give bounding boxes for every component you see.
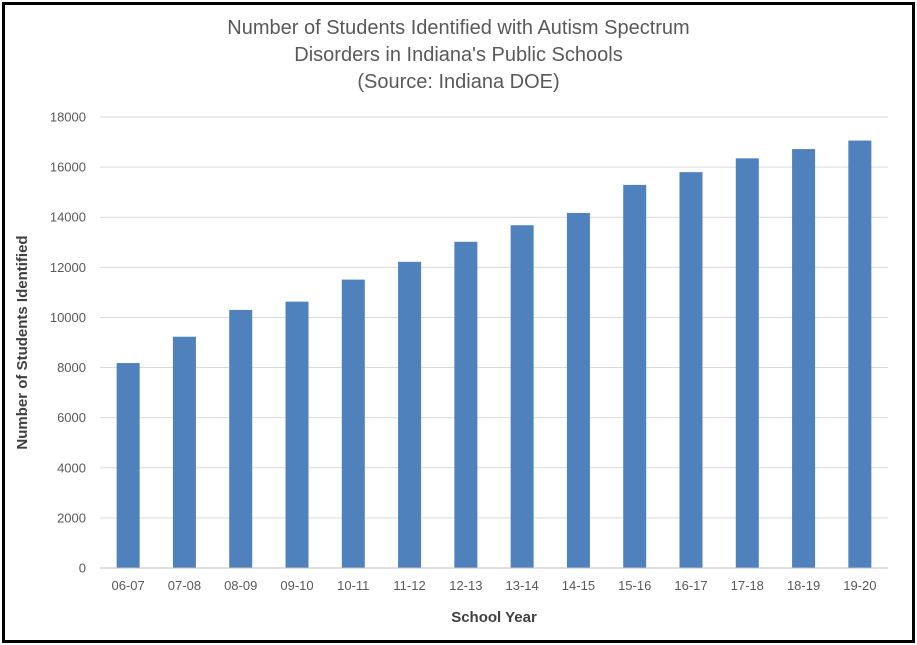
bar	[229, 309, 253, 568]
gridlines	[100, 116, 888, 519]
bar	[172, 336, 196, 568]
x-tick-label: 15-16	[618, 578, 651, 593]
bar	[398, 261, 422, 568]
x-tick-label: 16-17	[674, 578, 707, 593]
y-tick-label: 2000	[57, 510, 86, 525]
bar	[735, 158, 759, 568]
y-tick-label: 0	[79, 561, 86, 576]
x-tick-labels: 06-07 07-08 08-09 09-10 10-11 11-12 12-13 13-14…	[112, 578, 877, 593]
bar	[566, 212, 590, 569]
y-tick-label: 18000	[50, 110, 86, 125]
x-axis-title: School Year	[451, 609, 537, 626]
x-tick-label: 09-10	[280, 578, 313, 593]
x-tick-label: 08-09	[224, 578, 257, 593]
x-tick-label: 06-07	[112, 578, 145, 593]
bar	[792, 149, 816, 568]
chart-title-line-1: Number of Students Identified with Autis…	[227, 17, 690, 39]
y-tick-label: 8000	[57, 360, 86, 375]
y-tick-label: 14000	[50, 210, 86, 225]
bar	[454, 241, 478, 568]
x-tick-label: 14-15	[562, 578, 595, 593]
x-tick-label: 07-08	[168, 578, 201, 593]
y-tick-label: 12000	[50, 260, 86, 275]
x-tick-label: 10-11	[337, 578, 369, 593]
x-tick-label: 17-18	[731, 578, 764, 593]
bar	[848, 140, 872, 568]
x-tick-label: 18-19	[787, 578, 820, 593]
bar	[623, 184, 647, 568]
x-tick-label: 11-12	[393, 578, 425, 593]
x-tick-label: 12-13	[449, 578, 482, 593]
y-tick-labels: 0 2000 4000 6000 8000 10000 12000 14000 16000 180…	[50, 110, 86, 576]
bar	[116, 363, 140, 568]
y-axis-title: Number of Students Identified	[14, 235, 31, 449]
bars	[116, 140, 872, 569]
bar	[341, 279, 365, 568]
y-tick-label: 6000	[57, 410, 86, 425]
y-tick-label: 10000	[50, 310, 86, 325]
chart-title-line-3: (Source: Indiana DOE)	[357, 71, 560, 93]
bar	[285, 301, 309, 568]
x-tick-label: 13-14	[506, 578, 539, 593]
bar	[510, 225, 534, 569]
bar	[679, 172, 703, 568]
chart-title-line-2: Disorders in Indiana's Public Schools	[294, 44, 623, 66]
y-tick-label: 16000	[50, 160, 86, 175]
x-tick-label: 19-20	[843, 578, 876, 593]
y-tick-label: 4000	[57, 460, 86, 475]
